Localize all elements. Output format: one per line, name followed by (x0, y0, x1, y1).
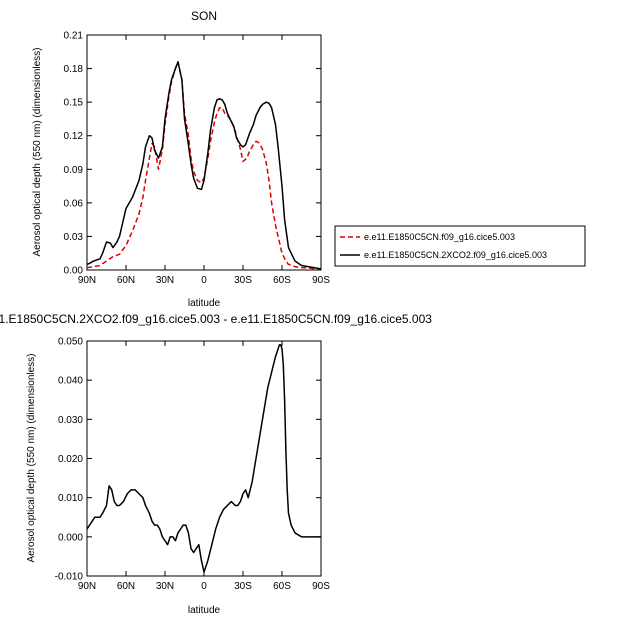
top-chart-panel: SON 90N 60N 30N 0 30S 60S 90S 0.00 0.03 0.06 0.09 0… (32, 9, 330, 309)
top-chart-ticks: 90N 60N 30N 0 30S 60S 90S 0.00 0.03 0.06 0.09 0.12 0… (64, 31, 331, 287)
legend-label-control: e.e11.E1850C5CN.f09_g16.cice5.003 (364, 232, 515, 242)
y-tick-label: 0.15 (64, 98, 84, 109)
bottom-chart-y-axis-label: Aerosol optical depth (550 nm) (dimensio… (26, 354, 37, 563)
x-tick-label: 30N (156, 275, 174, 286)
x-tick-label: 0 (201, 581, 207, 592)
y-tick-label: -0.010 (55, 572, 84, 583)
series-line-0 (86, 344, 321, 573)
bottom-chart-panel: e.e11.E1850C5CN.2XCO2.f09_g16.cice5.003 … (0, 312, 432, 616)
x-tick-label: 0 (201, 275, 207, 286)
y-tick-label: 0.06 (64, 198, 84, 209)
x-tick-label: 60N (117, 275, 135, 286)
x-tick-label: 60N (117, 581, 135, 592)
series-line-1 (86, 61, 322, 270)
top-chart-title: SON (191, 9, 217, 23)
y-tick-label: 0.03 (64, 232, 84, 243)
x-tick-label: 90N (78, 581, 96, 592)
bottom-chart-x-axis-label: latitude (188, 605, 221, 616)
x-tick-label: 30S (234, 275, 252, 286)
y-tick-label: 0.000 (58, 532, 83, 543)
bottom-chart-title: e.e11.E1850C5CN.2XCO2.f09_g16.cice5.003 … (0, 312, 432, 326)
y-tick-label: 0.09 (64, 165, 84, 176)
x-tick-label: 90N (78, 275, 96, 286)
y-tick-label: 0.050 (58, 337, 83, 348)
y-tick-label: 0.00 (64, 266, 84, 277)
series-line-0 (86, 61, 321, 270)
x-tick-label: 90S (312, 581, 330, 592)
top-chart-legend: e.e11.E1850C5CN.f09_g16.cice5.003 e.e11.… (334, 225, 586, 267)
y-tick-label: 0.040 (58, 376, 83, 387)
y-tick-label: 0.010 (58, 493, 83, 504)
top-chart-series (86, 61, 322, 270)
top-chart-y-axis-label: Aerosol optical depth (550 nm) (dimensio… (32, 48, 43, 257)
x-tick-label: 90S (312, 275, 330, 286)
legend-box (334, 225, 586, 267)
y-tick-label: 0.12 (64, 131, 84, 142)
y-tick-label: 0.030 (58, 415, 83, 426)
y-tick-label: 0.020 (58, 454, 83, 465)
x-tick-label: 60S (273, 581, 291, 592)
x-tick-label: 30S (234, 581, 252, 592)
y-tick-label: 0.21 (64, 31, 84, 42)
x-tick-label: 30N (156, 581, 174, 592)
bottom-chart-series (86, 344, 321, 573)
legend-label-2xco2: e.e11.E1850C5CN.2XCO2.f09_g16.cice5.003 (364, 250, 547, 260)
bottom-chart-ticks: 90N 60N 30N 0 30S 60S 90S -0.010 0.000 0.010 0.020… (55, 337, 331, 593)
top-chart-x-axis-label: latitude (188, 298, 221, 309)
x-tick-label: 60S (273, 275, 291, 286)
y-tick-label: 0.18 (64, 64, 84, 75)
